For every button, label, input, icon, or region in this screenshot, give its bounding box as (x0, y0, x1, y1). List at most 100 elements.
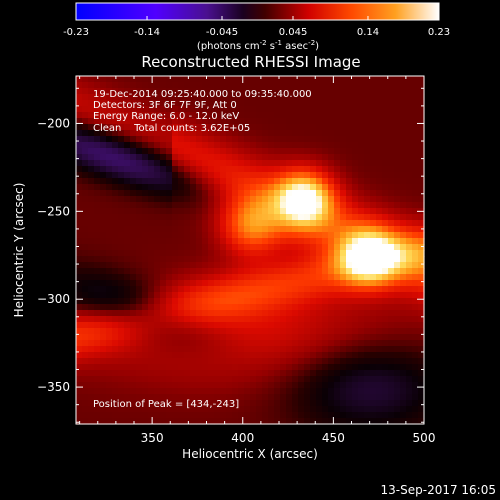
heatmap-cell (94, 232, 101, 239)
heatmap-cell (244, 280, 251, 287)
heatmap-cell (166, 148, 173, 155)
heatmap-cell (400, 196, 407, 203)
heatmap-cell (214, 148, 221, 155)
heatmap-cell (118, 232, 125, 239)
heatmap-cell (244, 406, 251, 413)
heatmap-cell (322, 82, 329, 89)
heatmap-cell (400, 370, 407, 377)
heatmap-cell (310, 304, 317, 311)
heatmap-cell (118, 154, 125, 161)
heatmap-cell (82, 256, 89, 263)
heatmap-cell (310, 226, 317, 233)
heatmap-cell (106, 358, 113, 365)
heatmap-cell (226, 292, 233, 299)
heatmap-cell (88, 346, 95, 353)
heatmap-cell (160, 310, 167, 317)
heatmap-cell (304, 184, 311, 191)
heatmap-cell (346, 154, 353, 161)
heatmap-cell (412, 286, 419, 293)
heatmap-cell (364, 418, 371, 425)
heatmap-cell (196, 256, 203, 263)
heatmap-cell (400, 304, 407, 311)
heatmap-cell (88, 124, 95, 131)
heatmap-cell (148, 226, 155, 233)
heatmap-cell (244, 226, 251, 233)
heatmap-cell (286, 232, 293, 239)
heatmap-cell (328, 76, 335, 83)
heatmap-cell (268, 202, 275, 209)
heatmap-cell (238, 184, 245, 191)
heatmap-cell (202, 256, 209, 263)
heatmap-cell (88, 316, 95, 323)
heatmap-cell (400, 418, 407, 425)
heatmap-cell (220, 352, 227, 359)
heatmap-cell (118, 100, 125, 107)
heatmap-cell (280, 328, 287, 335)
heatmap-cell (406, 100, 413, 107)
heatmap-cell (106, 286, 113, 293)
heatmap-cell (238, 76, 245, 83)
heatmap-cell (100, 412, 107, 419)
heatmap-cell (88, 406, 95, 413)
heatmap-cell (418, 130, 425, 137)
heatmap-cell (112, 328, 119, 335)
heatmap-cell (316, 148, 323, 155)
heatmap-cell (262, 400, 269, 407)
heatmap-cell (154, 190, 161, 197)
heatmap-cell (166, 328, 173, 335)
heatmap-cell (358, 136, 365, 143)
heatmap-cell (196, 376, 203, 383)
heatmap-cell (418, 358, 425, 365)
heatmap-cell (418, 364, 425, 371)
heatmap-cell (160, 244, 167, 251)
heatmap-cell (154, 394, 161, 401)
heatmap-cell (292, 112, 299, 119)
heatmap-cell (160, 118, 167, 125)
heatmap-cell (196, 358, 203, 365)
heatmap-cell (160, 148, 167, 155)
heatmap-cell (76, 190, 83, 197)
heatmap-cell (370, 154, 377, 161)
heatmap-cell (268, 394, 275, 401)
heatmap-cell (262, 154, 269, 161)
heatmap-cell (220, 406, 227, 413)
heatmap-cell (178, 100, 185, 107)
heatmap-cell (238, 274, 245, 281)
heatmap-cell (400, 172, 407, 179)
heatmap-cell (268, 154, 275, 161)
heatmap-cell (160, 166, 167, 173)
heatmap-cell (232, 184, 239, 191)
y-tick-label: −250 (37, 204, 70, 218)
heatmap-cell (316, 412, 323, 419)
heatmap-cell (250, 226, 257, 233)
heatmap-cell (418, 154, 425, 161)
heatmap-cell (124, 346, 131, 353)
heatmap-cell (262, 322, 269, 329)
heatmap-cell (394, 352, 401, 359)
heatmap-cell (94, 358, 101, 365)
heatmap-cell (406, 250, 413, 257)
heatmap-cell (358, 130, 365, 137)
heatmap-cell (334, 196, 341, 203)
heatmap-cell (304, 382, 311, 389)
heatmap-cell (196, 388, 203, 395)
heatmap-cell (352, 136, 359, 143)
heatmap-cell (268, 142, 275, 149)
heatmap-cell (112, 394, 119, 401)
heatmap-cell (190, 382, 197, 389)
heatmap-cell (124, 82, 131, 89)
heatmap-cell (334, 316, 341, 323)
heatmap-cell (328, 418, 335, 425)
heatmap-cell (208, 214, 215, 221)
heatmap-cell (376, 304, 383, 311)
heatmap-cell (406, 280, 413, 287)
heatmap-cell (226, 388, 233, 395)
heatmap-cell (100, 166, 107, 173)
heatmap-cell (184, 94, 191, 101)
heatmap-cell (178, 304, 185, 311)
heatmap-cell (394, 382, 401, 389)
heatmap-cell (358, 382, 365, 389)
heatmap-cell (394, 298, 401, 305)
heatmap-cell (292, 388, 299, 395)
heatmap-cell (184, 370, 191, 377)
